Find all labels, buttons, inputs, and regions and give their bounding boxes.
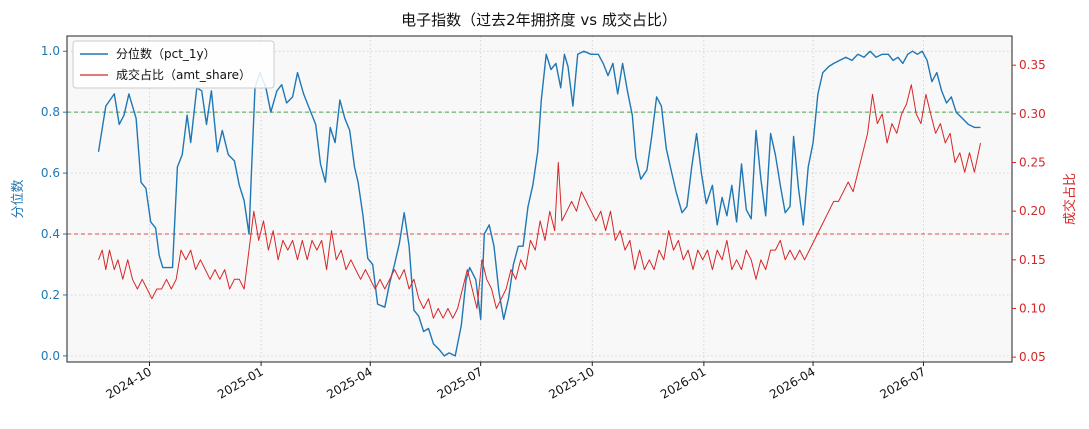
right-y-tick-label: 0.35 xyxy=(1019,58,1046,72)
right-y-tick-label: 0.30 xyxy=(1019,107,1046,121)
right-y-tick-label: 0.20 xyxy=(1019,204,1046,218)
legend-label-pct: 分位数（pct_1y） xyxy=(116,46,216,61)
right-y-tick-label: 0.05 xyxy=(1019,350,1046,364)
right-axis-label: 成交占比 xyxy=(1062,173,1078,225)
series-lines xyxy=(97,50,981,357)
legend-label-amt: 成交占比（amt_share） xyxy=(116,67,251,82)
left-y-tick-label: 0.0 xyxy=(41,349,60,363)
right-y-tick-label: 0.10 xyxy=(1019,301,1046,315)
left-axis: 0.0 0.2 0.4 0.6 0.8 1.0 xyxy=(41,44,67,363)
left-y-tick-label: 0.8 xyxy=(41,105,60,119)
series-line-amt-share xyxy=(98,84,981,319)
plot-frame xyxy=(66,35,1013,363)
left-y-tick-label: 0.6 xyxy=(41,166,60,180)
reference-lines xyxy=(67,111,1012,235)
legend: 分位数（pct_1y） 成交占比（amt_share） xyxy=(72,40,275,89)
left-axis-label: 分位数 xyxy=(11,179,26,218)
right-axis: 0.05 0.10 0.15 0.20 0.25 0.30 0.35 xyxy=(1012,58,1046,364)
legend-box xyxy=(72,40,275,89)
plot-area xyxy=(67,36,1012,362)
chart-title: 电子指数（过去2年拥挤度 vs 成交占比） xyxy=(401,11,677,29)
left-y-tick-label: 0.4 xyxy=(41,227,60,241)
left-y-tick-label: 0.2 xyxy=(41,288,60,302)
right-y-tick-label: 0.25 xyxy=(1019,156,1046,170)
series-line-pct-1y xyxy=(97,50,981,357)
left-y-tick-label: 1.0 xyxy=(41,44,60,58)
right-y-tick-label: 0.15 xyxy=(1019,253,1046,267)
